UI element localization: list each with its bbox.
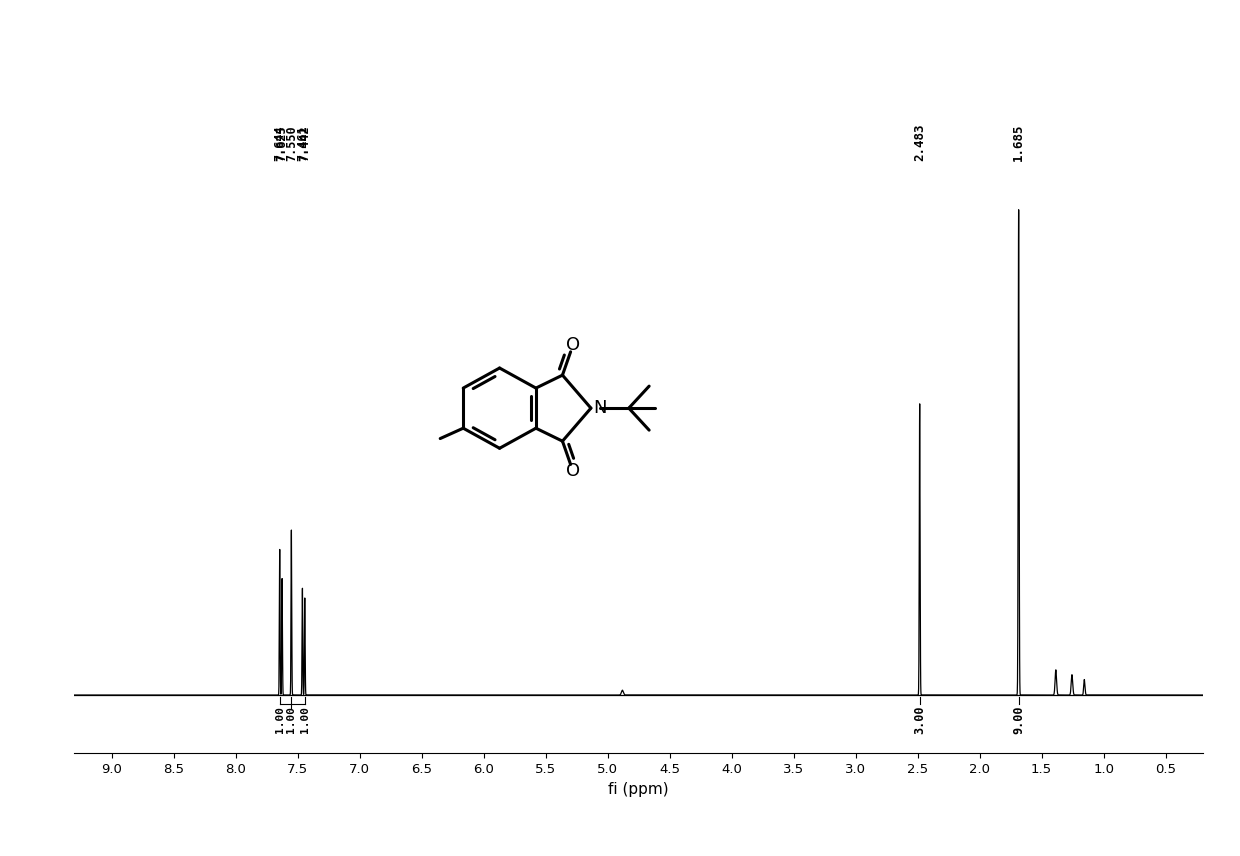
Text: 7.625: 7.625 [275,126,289,161]
Text: 1.00: 1.00 [275,705,285,733]
Text: 7.442: 7.442 [299,126,311,161]
X-axis label: fi (ppm): fi (ppm) [609,782,668,797]
Text: 7.644: 7.644 [273,126,286,161]
Text: 1.00: 1.00 [300,705,310,733]
Text: 7.461: 7.461 [296,126,309,161]
Text: 3.00: 3.00 [913,705,926,734]
Text: 9.00: 9.00 [1012,705,1025,734]
Text: 7.550: 7.550 [285,126,298,161]
Text: 2.483: 2.483 [913,124,926,161]
Text: 1.00: 1.00 [286,705,296,733]
Text: 1.685: 1.685 [1012,124,1025,161]
